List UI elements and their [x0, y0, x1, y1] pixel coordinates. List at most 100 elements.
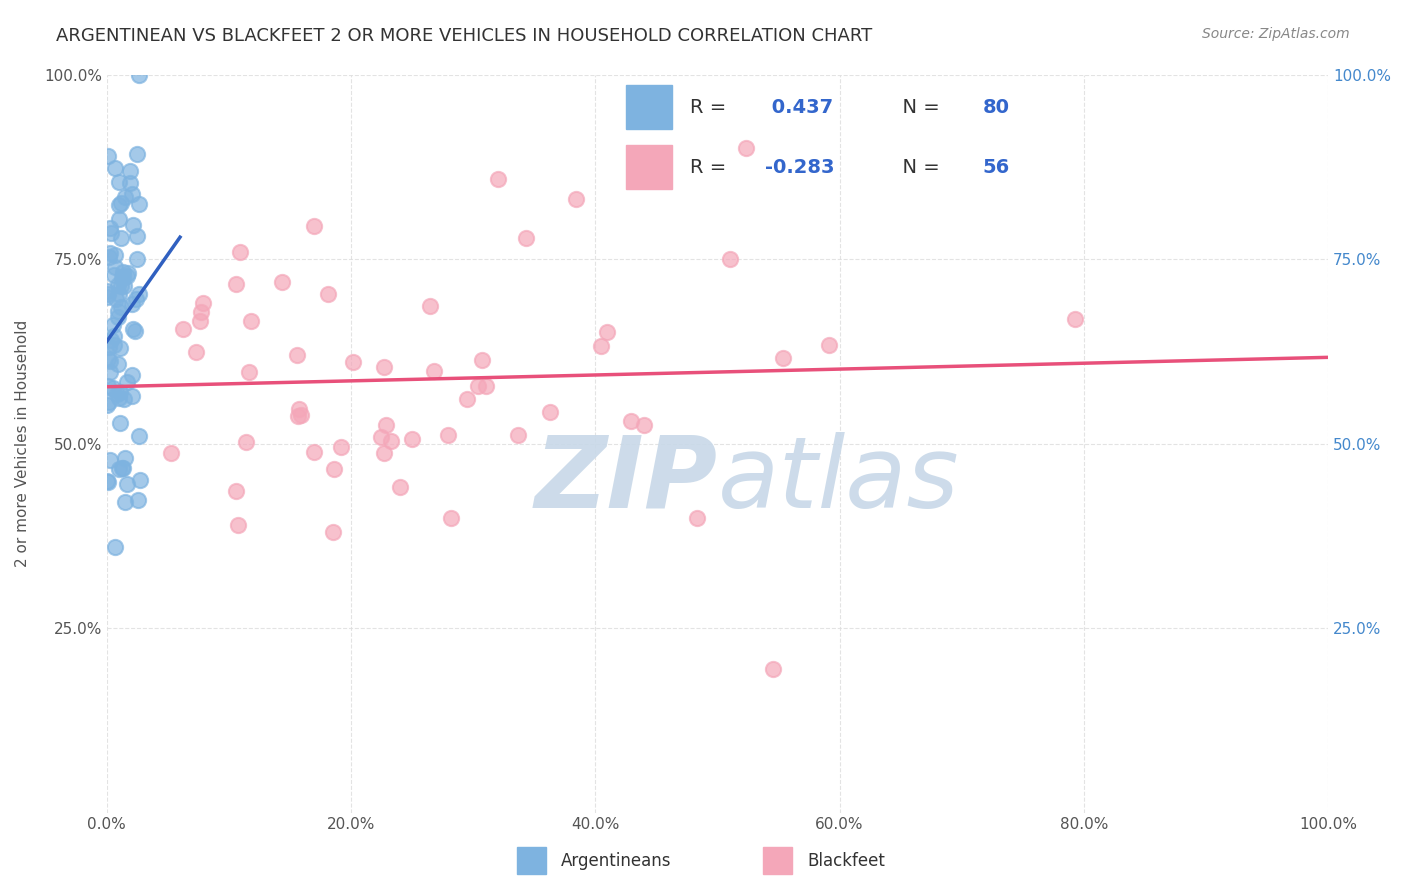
Point	[225, 483, 247, 498]
Point	[97, 351, 120, 366]
Point	[107, 310, 129, 324]
Text: atlas: atlas	[717, 432, 959, 529]
Point	[718, 252, 741, 266]
FancyBboxPatch shape	[626, 85, 672, 129]
Point	[422, 364, 444, 378]
Text: R =: R =	[690, 158, 733, 178]
Point	[108, 286, 131, 301]
Point	[104, 540, 127, 554]
Point	[591, 339, 613, 353]
Point	[110, 230, 132, 244]
Point	[160, 446, 183, 460]
Point	[98, 395, 121, 409]
Point	[98, 365, 121, 379]
Point	[103, 268, 125, 283]
Point	[373, 359, 395, 374]
Point	[111, 270, 134, 285]
Point	[506, 428, 529, 442]
Point	[96, 285, 118, 299]
Point	[120, 176, 142, 190]
Point	[486, 172, 509, 186]
Point	[110, 279, 132, 293]
FancyBboxPatch shape	[626, 145, 672, 189]
FancyBboxPatch shape	[762, 847, 793, 874]
Text: -0.283: -0.283	[765, 158, 834, 178]
Point	[107, 461, 129, 475]
Point	[100, 227, 122, 241]
Point	[101, 380, 124, 394]
Point	[98, 354, 121, 368]
Point	[107, 304, 129, 318]
Point	[238, 365, 260, 379]
Point	[190, 305, 212, 319]
Point	[401, 432, 423, 446]
Point	[235, 434, 257, 449]
Point	[121, 218, 143, 232]
Point	[124, 293, 146, 307]
Point	[619, 414, 641, 428]
Point	[172, 322, 194, 336]
Point	[302, 445, 325, 459]
Point	[108, 416, 131, 430]
Point	[772, 351, 794, 366]
Point	[114, 495, 136, 509]
Point	[191, 295, 214, 310]
Point	[108, 176, 131, 190]
Point	[97, 250, 120, 264]
Text: Blackfeet: Blackfeet	[807, 852, 884, 870]
Point	[121, 368, 143, 382]
Point	[111, 460, 134, 475]
Point	[762, 662, 785, 676]
Point	[565, 192, 588, 206]
Point	[105, 386, 128, 401]
Point	[98, 220, 121, 235]
Point	[108, 385, 131, 400]
Point	[128, 429, 150, 443]
Point	[288, 401, 311, 416]
Point	[117, 476, 139, 491]
Point	[100, 333, 122, 347]
Point	[104, 260, 127, 274]
Point	[96, 290, 118, 304]
Point	[538, 405, 561, 419]
Point	[108, 212, 131, 227]
Point	[240, 314, 263, 328]
Point	[112, 279, 135, 293]
Point	[474, 379, 496, 393]
Point	[380, 434, 402, 448]
Point	[114, 189, 136, 203]
Point	[108, 341, 131, 355]
Point	[329, 440, 352, 454]
Point	[302, 219, 325, 233]
Point	[105, 292, 128, 306]
Point	[103, 338, 125, 352]
Point	[110, 300, 132, 314]
Point	[437, 428, 460, 442]
Point	[128, 197, 150, 211]
Point	[121, 389, 143, 403]
Point	[817, 337, 839, 351]
Point	[515, 231, 537, 245]
Point	[1064, 312, 1087, 326]
Point	[121, 297, 143, 311]
Point	[342, 355, 364, 369]
Text: Source: ZipAtlas.com: Source: ZipAtlas.com	[1202, 27, 1350, 41]
Point	[107, 278, 129, 293]
Point	[129, 473, 152, 487]
Point	[114, 451, 136, 466]
Point	[287, 409, 309, 423]
Point	[633, 418, 655, 433]
Point	[225, 277, 247, 291]
Text: ARGENTINEAN VS BLACKFEET 2 OR MORE VEHICLES IN HOUSEHOLD CORRELATION CHART: ARGENTINEAN VS BLACKFEET 2 OR MORE VEHIC…	[56, 27, 873, 45]
Point	[370, 430, 392, 444]
Point	[97, 287, 120, 301]
Text: 0.437: 0.437	[765, 98, 832, 117]
Point	[226, 517, 249, 532]
Point	[271, 275, 294, 289]
Point	[389, 480, 412, 494]
Text: ZIP: ZIP	[534, 432, 717, 529]
Point	[124, 324, 146, 338]
Text: N =: N =	[890, 98, 946, 117]
Text: 80: 80	[983, 98, 1010, 117]
Point	[290, 408, 312, 422]
